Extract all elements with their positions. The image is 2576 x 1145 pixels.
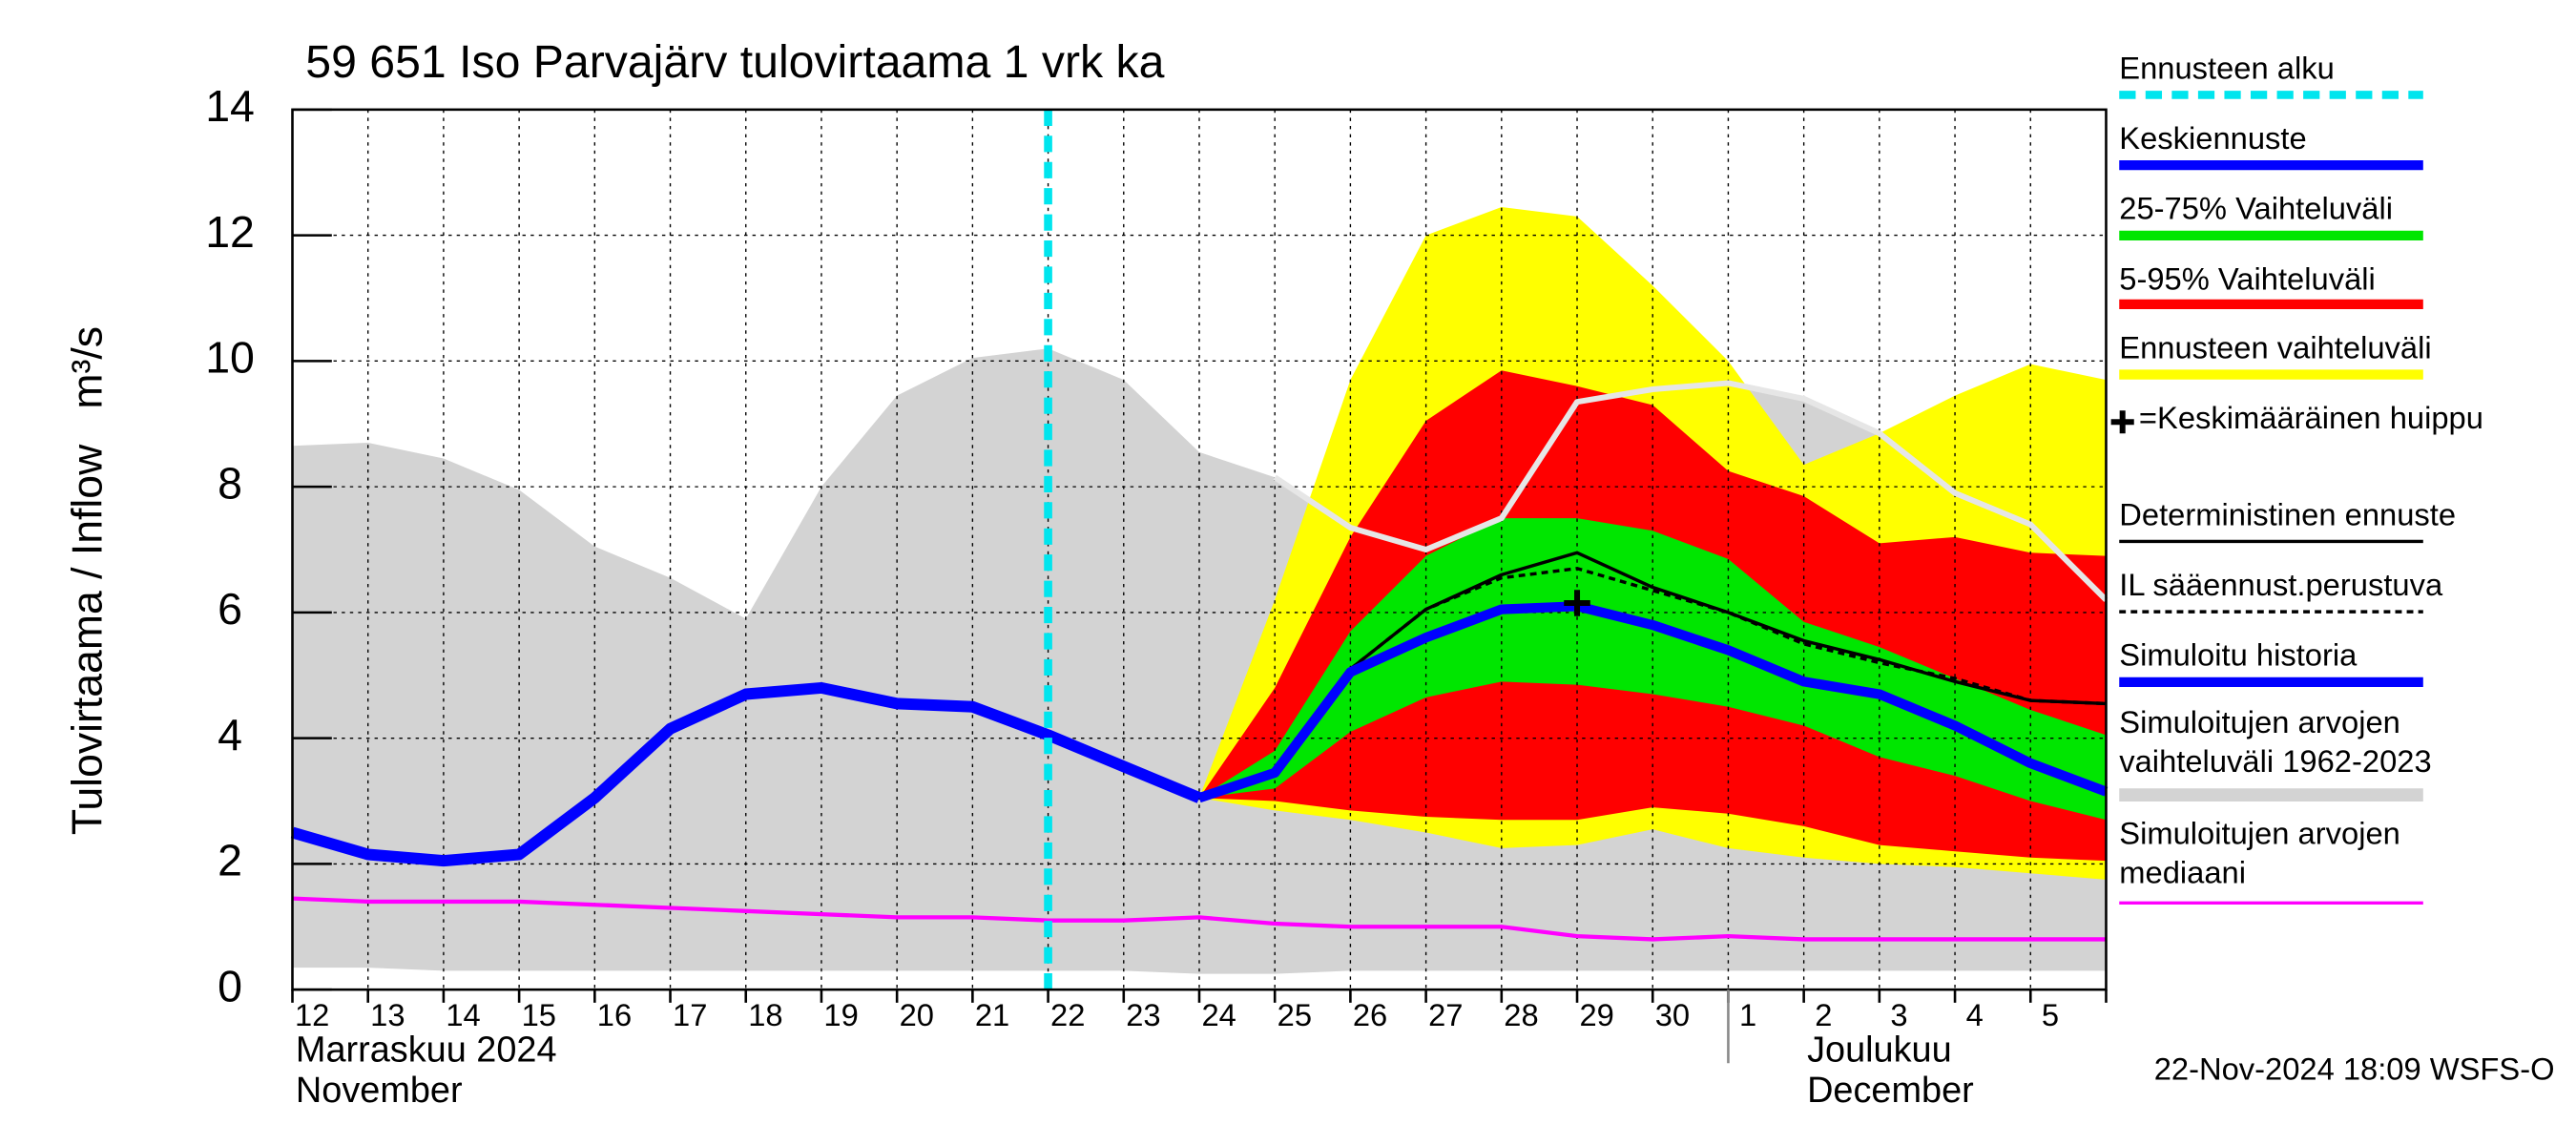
- x-tick-label: 1: [1739, 997, 1756, 1032]
- x-tick-label: 15: [522, 997, 556, 1032]
- x-tick-label: 17: [673, 997, 707, 1032]
- series-line: [292, 896, 2107, 942]
- x-tick-label: 3: [1890, 997, 1907, 1032]
- x-tick-label: 26: [1353, 997, 1387, 1032]
- chart-title: 59 651 Iso Parvajärv tulovirtaama 1 vrk …: [305, 36, 1164, 88]
- x-tick-label: 4: [1966, 997, 1984, 1032]
- y-tick-label: 2: [218, 836, 242, 885]
- series-line: [1197, 601, 2109, 803]
- legend-item: Simuloitu historia: [2119, 639, 2358, 675]
- y-tick-label: 6: [218, 584, 242, 634]
- x-tick-label: 21: [975, 997, 1009, 1032]
- y-tick-label: 8: [218, 458, 242, 508]
- x-tick-label: 25: [1278, 997, 1312, 1032]
- y-tick-label: 0: [218, 961, 242, 1010]
- x-tick-label: 22: [1050, 997, 1085, 1032]
- series-line: [1273, 380, 2109, 602]
- month-label: December: [1807, 1071, 1974, 1111]
- legend-item: Deterministinen ennuste: [2119, 498, 2457, 533]
- x-tick-label: 28: [1504, 997, 1538, 1032]
- month-label: November: [296, 1071, 463, 1111]
- legend-item: =Keskimääräinen huippu: [2138, 402, 2483, 437]
- legend-item: Ennusteen alku: [2119, 52, 2335, 87]
- legend-label: Simuloitujen arvojen vaihteluväli 1962-2…: [2119, 706, 2432, 781]
- x-tick-label: 14: [446, 997, 480, 1032]
- y-tick-label: 12: [205, 207, 255, 257]
- legend-label: Deterministinen ennuste: [2119, 498, 2457, 533]
- legend-item: Keskiennuste: [2119, 122, 2307, 157]
- legend-item: 5-95% Vaihteluväli: [2119, 263, 2376, 299]
- legend-label: Simuloitujen arvojen mediaani: [2119, 818, 2400, 892]
- legend-label: Ennusteen vaihteluväli: [2119, 332, 2432, 367]
- x-tick-label: 18: [748, 997, 782, 1032]
- x-tick-label: 16: [597, 997, 632, 1032]
- y-tick-label: 14: [205, 81, 255, 131]
- y-tick-label: 4: [218, 710, 242, 760]
- x-tick-label: 24: [1201, 997, 1236, 1032]
- x-tick-label: 23: [1126, 997, 1160, 1032]
- legend-item: 25-75% Vaihteluväli: [2119, 193, 2394, 228]
- y-tick-label: 10: [205, 333, 255, 383]
- legend-label: 5-95% Vaihteluväli: [2119, 263, 2376, 299]
- chart-root: 59 651 Iso Parvajärv tulovirtaama 1 vrk …: [64, 36, 2554, 1111]
- legend-label: Simuloitu historia: [2119, 639, 2358, 675]
- legend-label: Ennusteen alku: [2119, 52, 2335, 87]
- peak-marker: [1564, 590, 1590, 616]
- legend-label: =Keskimääräinen huippu: [2138, 402, 2483, 437]
- x-tick-label: 30: [1655, 997, 1690, 1032]
- x-tick-label: 12: [295, 997, 329, 1032]
- x-tick-label: 13: [370, 997, 405, 1032]
- peak-cross: [1564, 590, 1590, 616]
- x-tick-label: 29: [1579, 997, 1613, 1032]
- legend-item: Simuloitujen arvojen mediaani: [2119, 818, 2400, 892]
- x-tick-label: 2: [1815, 997, 1832, 1032]
- legend-item: IL sääennust.perustuva: [2119, 569, 2443, 604]
- series-line: [1198, 567, 2107, 800]
- legend-label: Keskiennuste: [2119, 122, 2307, 157]
- x-tick-label: 27: [1428, 997, 1463, 1032]
- month-label: Marraskuu 2024: [296, 1030, 557, 1070]
- x-tick-label: 19: [823, 997, 858, 1032]
- legend-label: 25-75% Vaihteluväli: [2119, 193, 2394, 228]
- series-line: [290, 681, 1202, 867]
- timestamp: 22-Nov-2024 18:09 WSFS-O: [2154, 1051, 2555, 1087]
- month-label: Joulukuu: [1807, 1030, 1952, 1070]
- legend-label: IL sääennust.perustuva: [2119, 569, 2443, 604]
- x-tick-label: 20: [900, 997, 934, 1032]
- y-axis-label: Tulovirtaama / Inflow m³/s: [64, 326, 111, 835]
- legend-swatch: [2110, 410, 2134, 434]
- legend-item: Ennusteen vaihteluväli: [2119, 332, 2432, 367]
- x-tick-label: 5: [2042, 997, 2059, 1032]
- legend-item: Simuloitujen arvojen vaihteluväli 1962-2…: [2119, 706, 2432, 781]
